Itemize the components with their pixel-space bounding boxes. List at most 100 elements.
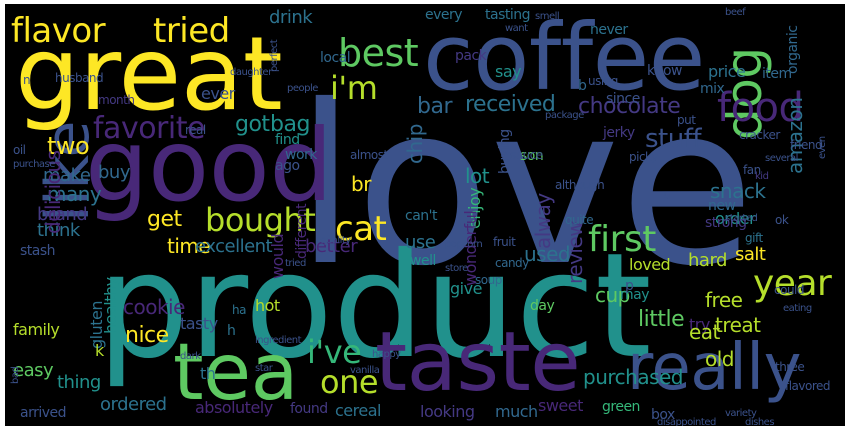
word-package: package (545, 110, 584, 121)
word-every: every (425, 7, 463, 23)
word-think: think (37, 220, 80, 241)
word-good: good (85, 107, 333, 224)
word-candy: candy (495, 256, 529, 270)
word-looking: looking (420, 402, 475, 421)
word-tried: tried (153, 11, 230, 51)
word-great: great (15, 15, 283, 134)
word-popcorn: popcorn (445, 239, 483, 250)
word-treat: treat (715, 313, 761, 337)
word-disappointed: disappointed (657, 417, 716, 427)
word-ok: ok (775, 213, 789, 227)
word-daughter: daughter (230, 67, 272, 78)
word-product: product (97, 222, 652, 391)
word-would: would (268, 233, 287, 279)
word-find: find (275, 132, 300, 148)
word-using: using (588, 74, 618, 88)
word-flavored: flavored (785, 379, 831, 393)
word-thing: thing (57, 372, 101, 393)
word-old: old (705, 347, 735, 371)
word-better: better (305, 236, 358, 257)
word-family: family (13, 320, 60, 339)
word-received: received (465, 92, 556, 117)
word-cookie: cookie (123, 295, 185, 319)
word-started: started (725, 213, 758, 224)
word-vanilla: vanilla (350, 365, 380, 376)
word-local: local (320, 50, 351, 66)
word-get: get (147, 207, 182, 232)
word-bag: bag (270, 112, 310, 137)
word-different: different (294, 203, 310, 259)
word-time: time (167, 234, 211, 258)
word-ingredient: ingredient (255, 335, 302, 346)
word-can-t: can't (405, 208, 438, 224)
word-easy: easy (13, 360, 54, 381)
word-fruit: fruit (493, 235, 516, 249)
word-dark: dark (180, 351, 201, 362)
word-much: much (495, 402, 538, 421)
word-best: best (338, 31, 419, 75)
word-got: got (235, 112, 270, 137)
word-husband: husband (55, 71, 104, 85)
word-kid: kid (755, 171, 769, 182)
word-i-m: i'm (330, 69, 378, 107)
word-eat: eat (689, 320, 720, 344)
word-bought: bought (205, 201, 316, 239)
word-cracker: cracker (739, 128, 780, 142)
word-bar: bar (417, 94, 453, 119)
word-coffee: coffee (423, 4, 705, 111)
word-try: try (689, 315, 710, 334)
word-work: work (285, 147, 317, 163)
word-ordered: ordered (100, 394, 167, 415)
word-br: br (351, 172, 371, 196)
word-organic: organic (785, 25, 801, 74)
word-pack: pack (455, 48, 487, 64)
word-arrived: arrived (20, 405, 67, 421)
word-n: n (23, 73, 31, 87)
word-nice: nice (125, 323, 169, 348)
word-strong: strong (705, 215, 747, 231)
word-variety: variety (725, 408, 757, 419)
word-green: green (602, 399, 640, 415)
word-store: store (445, 263, 468, 274)
word-used: used (524, 242, 571, 266)
word-month: month (98, 93, 135, 107)
word-p: p (625, 278, 634, 294)
word-almost: almost (350, 148, 388, 162)
word-several: several (765, 153, 798, 164)
word-h: h (227, 323, 236, 339)
word-ago: ago (275, 158, 300, 174)
word-eating: eating (783, 303, 812, 314)
word-three: three (775, 360, 805, 374)
word-salt: salt (735, 244, 766, 265)
word-tasty: tasty (180, 314, 218, 333)
word-hot: hot (255, 296, 280, 315)
word-item: item (762, 66, 792, 82)
word-make: make (43, 165, 91, 186)
word-tea: tea (173, 328, 298, 418)
word-could: could (774, 283, 805, 297)
word-cereal: cereal (335, 401, 381, 420)
word-love: love (295, 58, 755, 314)
word-friend: friend (790, 138, 823, 152)
word-happy: happy (372, 349, 401, 360)
word-found: found (290, 401, 328, 417)
word-dishes: dishes (745, 417, 775, 427)
word-little: little (638, 307, 685, 332)
word-know: know (647, 63, 683, 79)
word-oil: oil (13, 143, 26, 157)
word-first: first (588, 219, 656, 260)
word-i-ve: i've (307, 333, 362, 371)
word-really: really (627, 331, 801, 405)
word-gift: gift (745, 231, 763, 245)
word-b: b (578, 78, 587, 94)
word-excellent: excellent (195, 236, 273, 257)
word-k: k (95, 341, 104, 360)
word-snack: snack (710, 179, 766, 203)
word-tasting: tasting (485, 7, 531, 23)
word-loved: loved (629, 255, 671, 274)
word-chip: chip (403, 124, 427, 164)
word-brand: brand (37, 204, 88, 225)
word-stash: stash (20, 243, 56, 259)
word-soup: soup (475, 273, 502, 287)
